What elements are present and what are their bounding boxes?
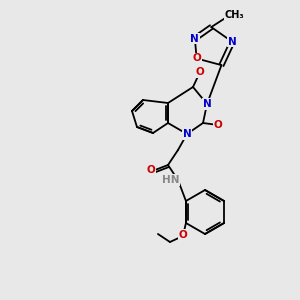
Text: N: N [228, 37, 237, 47]
Text: O: O [147, 165, 155, 175]
Text: N: N [190, 34, 199, 44]
Text: N: N [202, 99, 211, 109]
Text: HN: HN [162, 175, 180, 185]
Text: N: N [183, 129, 191, 139]
Text: O: O [192, 53, 201, 64]
Text: O: O [214, 120, 222, 130]
Text: CH₃: CH₃ [224, 10, 244, 20]
Text: O: O [196, 67, 204, 77]
Text: O: O [178, 230, 187, 240]
